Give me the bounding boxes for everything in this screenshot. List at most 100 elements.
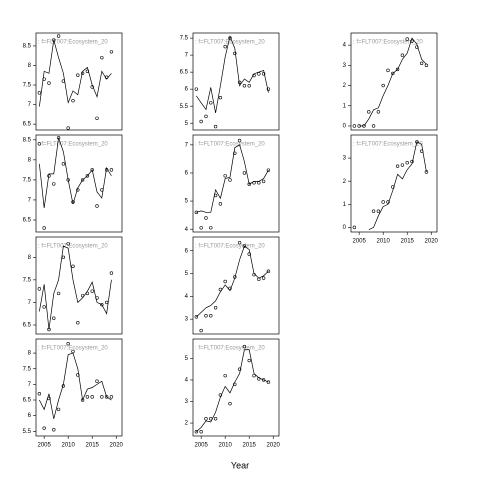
point [367, 110, 371, 114]
fit-line [39, 352, 112, 419]
panel [35, 32, 123, 131]
y-tick-label: 6.5 [23, 323, 32, 329]
x-tick-label: 2015 [243, 443, 257, 449]
y-tick-label: 1 [343, 103, 347, 109]
plot-area [194, 138, 271, 230]
y-tick-label: 3 [185, 399, 189, 405]
x-tick-label: 2010 [62, 443, 76, 449]
x-axis-label: Year [231, 460, 249, 470]
point [199, 119, 203, 124]
point [95, 204, 99, 208]
point [66, 242, 70, 246]
y-tick-label: 8 [28, 63, 32, 69]
y-tick-label: 7 [28, 382, 32, 388]
point [61, 162, 66, 166]
plot-area [352, 37, 429, 128]
point [100, 395, 104, 399]
panel-title: : f=FLT007:Ecosystem_20 [38, 40, 108, 46]
point [233, 51, 237, 56]
point [424, 63, 429, 68]
y-tick-label: 5 [185, 271, 189, 277]
panel [192, 32, 280, 131]
y-tick-label: 4 [185, 378, 189, 384]
y-tick-label: 0 [343, 225, 347, 231]
point [395, 67, 400, 72]
point [261, 179, 266, 184]
point [104, 395, 109, 399]
y-tick-label: 6.5 [23, 218, 32, 224]
point [85, 395, 90, 399]
point [37, 392, 42, 396]
x-tick-label: 2015 [86, 443, 100, 449]
point [42, 226, 46, 230]
point [42, 305, 46, 309]
point [213, 124, 218, 129]
point [199, 328, 203, 333]
y-tick-label: 2 [343, 83, 347, 89]
x-tick-label: 2010 [377, 239, 391, 245]
point [95, 379, 99, 383]
point [76, 73, 80, 77]
point [261, 72, 266, 76]
point [85, 174, 90, 178]
point [395, 164, 400, 168]
point [371, 209, 376, 213]
point [257, 181, 261, 185]
panel-title: : f=FLT007:Ecosystem_20 [38, 142, 108, 148]
y-tick-label: 1 [343, 202, 347, 208]
y-tick-label: 7.5 [23, 277, 32, 283]
point [56, 291, 61, 296]
point [376, 110, 381, 114]
point [61, 255, 66, 260]
point [66, 341, 70, 346]
point [194, 210, 199, 215]
point [415, 45, 419, 49]
x-tick-label: 2005 [37, 443, 51, 449]
panel [350, 32, 438, 131]
y-tick-label: 7.5 [23, 83, 32, 89]
point [247, 84, 251, 88]
plot-area [37, 341, 114, 432]
point [204, 314, 208, 318]
panel-title: : f=FLT007:Ecosystem_20 [38, 346, 108, 352]
point [352, 225, 357, 230]
y-tick-label: 6 [185, 171, 189, 177]
plot-area [194, 35, 271, 129]
y-tick-label: 8 [28, 351, 32, 357]
y-tick-label: 4 [343, 43, 347, 49]
point [223, 279, 227, 284]
panel-title: : f=FLT007:Ecosystem_20 [353, 142, 423, 148]
point [76, 321, 80, 325]
point [204, 417, 208, 421]
plot-area [352, 140, 429, 231]
point [405, 161, 409, 165]
point [109, 271, 114, 275]
point [194, 87, 199, 91]
panel [35, 134, 123, 233]
point [223, 174, 227, 178]
point [419, 61, 424, 66]
y-tick-label: 6.5 [23, 398, 32, 404]
x-tick-label: 2010 [219, 443, 233, 449]
point [237, 241, 242, 245]
panel [350, 134, 438, 233]
x-tick-label: 2020 [267, 443, 281, 449]
point [266, 380, 271, 384]
point [52, 316, 56, 320]
panel-title: : f=FLT007:Ecosystem_20 [195, 40, 265, 46]
y-tick-label: 7.5 [23, 177, 32, 183]
point [90, 289, 94, 293]
point [37, 287, 42, 291]
point [209, 314, 213, 318]
point [52, 428, 56, 432]
point [76, 373, 80, 377]
y-tick-label: 7 [185, 53, 189, 59]
point [209, 226, 213, 230]
point [42, 426, 46, 430]
y-tick-label: 5 [185, 356, 189, 362]
y-tick-label: 8 [28, 157, 32, 163]
y-tick-label: 7 [28, 198, 32, 204]
point [381, 83, 385, 88]
fit-line [39, 39, 112, 107]
point [199, 429, 203, 434]
